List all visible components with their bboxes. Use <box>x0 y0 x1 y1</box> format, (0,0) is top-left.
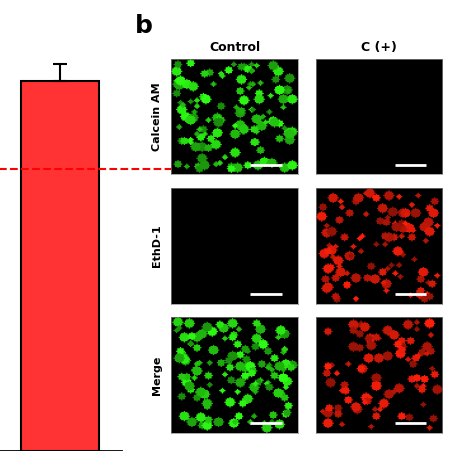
Text: Merge: Merge <box>152 355 162 395</box>
Text: b: b <box>135 14 153 37</box>
Text: C (+): C (+) <box>361 41 397 54</box>
Text: Calcein AM: Calcein AM <box>152 82 162 151</box>
Bar <box>21 81 100 451</box>
Text: EthD-1: EthD-1 <box>152 225 162 267</box>
Text: Control: Control <box>209 41 260 54</box>
